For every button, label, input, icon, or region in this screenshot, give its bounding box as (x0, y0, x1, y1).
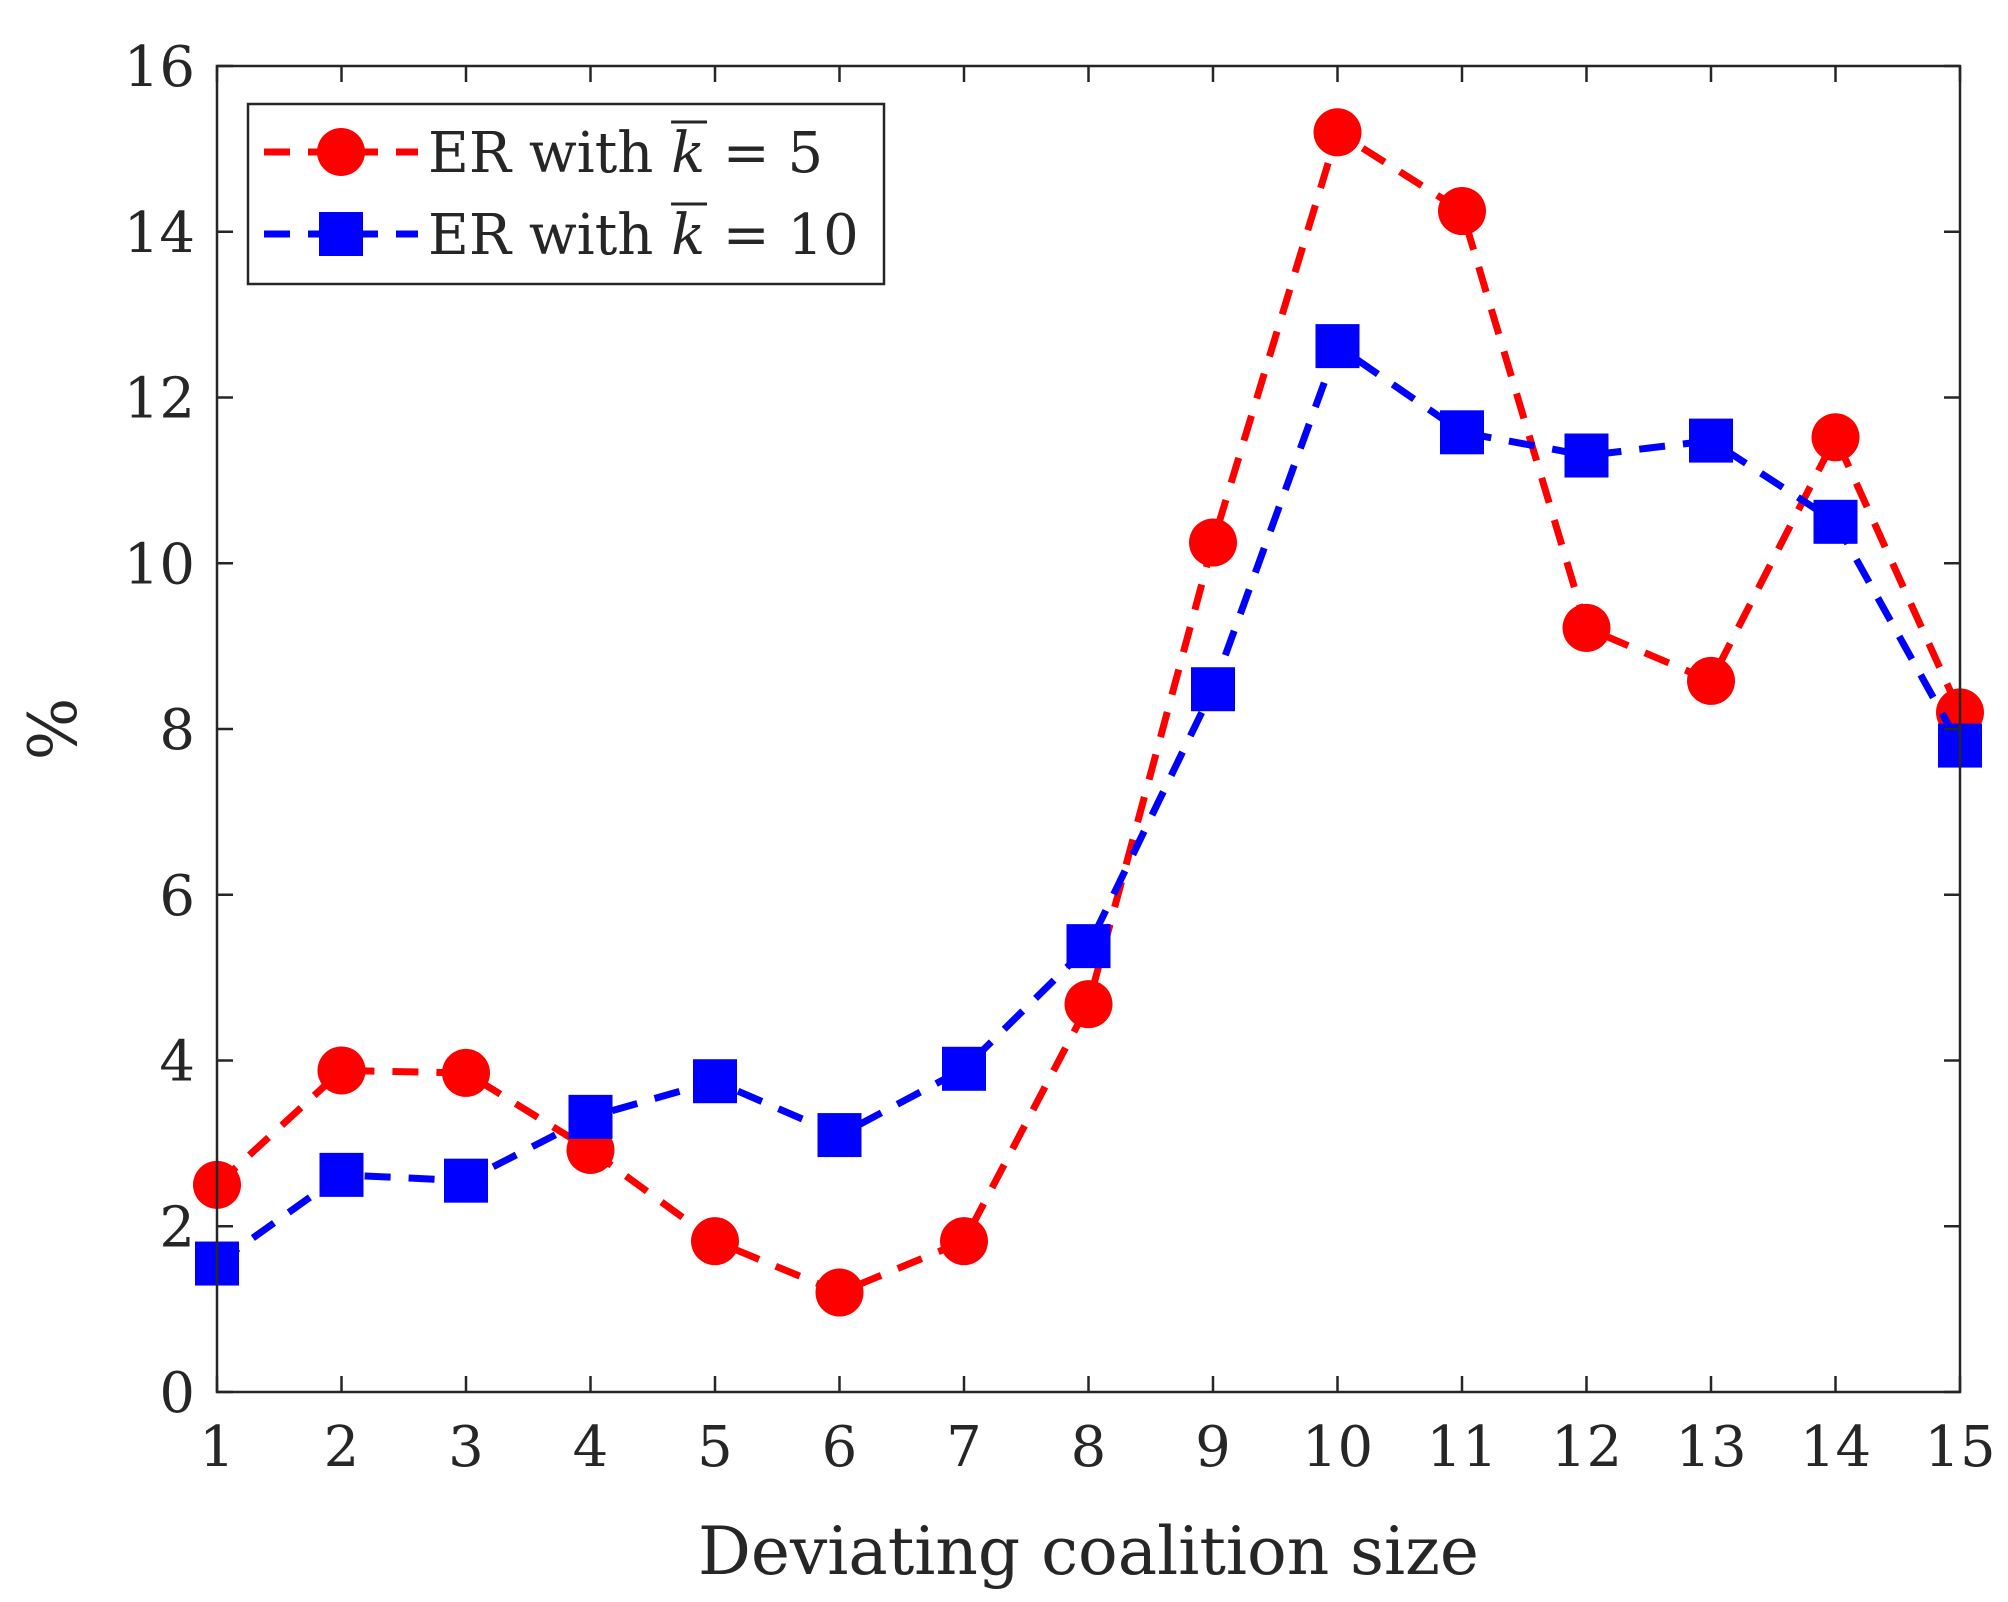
data-point-square (1564, 433, 1609, 478)
x-tick-label: 4 (573, 1415, 609, 1480)
x-tick-label: 3 (448, 1415, 484, 1480)
data-point-square (1813, 499, 1858, 544)
data-point-square (1191, 667, 1235, 712)
data-point-circle (442, 1048, 490, 1097)
y-tick-label: 16 (124, 35, 195, 100)
legend-label: ER with k = 5 (428, 121, 823, 186)
legend-prefix: ER with (428, 121, 671, 186)
x-tick-label: 14 (1800, 1415, 1871, 1480)
y-tick-label: 8 (159, 698, 195, 763)
x-tick-label: 2 (324, 1415, 360, 1480)
x-tick-label: 1 (199, 1415, 235, 1480)
legend-item-1: ER with k = 5 (264, 120, 823, 186)
data-point-circle (1811, 413, 1860, 462)
x-tick-label: 10 (1302, 1415, 1373, 1480)
data-point-square (1315, 324, 1360, 369)
data-point-circle (1687, 656, 1735, 705)
data-point-circle (1189, 518, 1237, 567)
x-tick-label: 15 (1924, 1415, 1995, 1480)
data-point-square (942, 1046, 986, 1091)
y-tick-label: 12 (124, 367, 195, 432)
data-point-square (568, 1094, 613, 1139)
data-point-square (319, 1152, 364, 1197)
y-tick-label: 10 (124, 532, 195, 597)
data-point-square (817, 1113, 862, 1158)
y-tick-label: 0 (159, 1361, 195, 1426)
x-tick-label: 6 (822, 1415, 858, 1480)
data-point-circle (1562, 603, 1611, 652)
x-tick-label: 5 (697, 1415, 733, 1480)
legend-k-symbol: k (671, 121, 705, 186)
legend-label: ER with k = 10 (428, 203, 859, 268)
x-tick-label: 13 (1675, 1415, 1746, 1480)
plot-area (217, 66, 1960, 1392)
y-axis-label: % (15, 698, 92, 761)
y-tick-label: 14 (124, 201, 195, 266)
data-point-square (1440, 410, 1484, 455)
x-tick-label: 9 (1195, 1415, 1231, 1480)
data-point-square (444, 1158, 488, 1203)
x-tick-label: 11 (1426, 1415, 1497, 1480)
legend-k-symbol: k (671, 203, 705, 268)
legend-value: = 5 (705, 121, 823, 186)
y-tick-label: 4 (159, 1030, 195, 1095)
y-tick-label: 6 (159, 864, 195, 929)
x-tick-label: 8 (1071, 1415, 1107, 1480)
data-point-square (1066, 924, 1111, 969)
data-point-circle (940, 1217, 988, 1266)
x-axis-label: Deviating coalition size (698, 1513, 1479, 1590)
x-tick-label: 7 (946, 1415, 982, 1480)
data-point-square (1689, 418, 1733, 463)
data-point-square (693, 1059, 737, 1104)
data-point-circle (317, 1046, 366, 1095)
data-point-circle (1313, 108, 1362, 157)
data-point-circle (1064, 980, 1113, 1029)
data-point-circle (691, 1217, 739, 1266)
legend-prefix: ER with (428, 203, 671, 268)
x-tick-label: 12 (1551, 1415, 1622, 1480)
series-line (214, 342, 1964, 1267)
legend: ER with k = 5ER with k = 10 (246, 102, 886, 286)
legend-marker-square (319, 212, 363, 256)
legend-value: = 10 (705, 203, 859, 268)
legend-item-2: ER with k = 10 (264, 202, 859, 268)
data-point-circle (815, 1268, 864, 1317)
legend-marker-circle (317, 128, 365, 176)
y-tick-label: 2 (159, 1195, 195, 1260)
data-point-circle (1438, 187, 1486, 236)
